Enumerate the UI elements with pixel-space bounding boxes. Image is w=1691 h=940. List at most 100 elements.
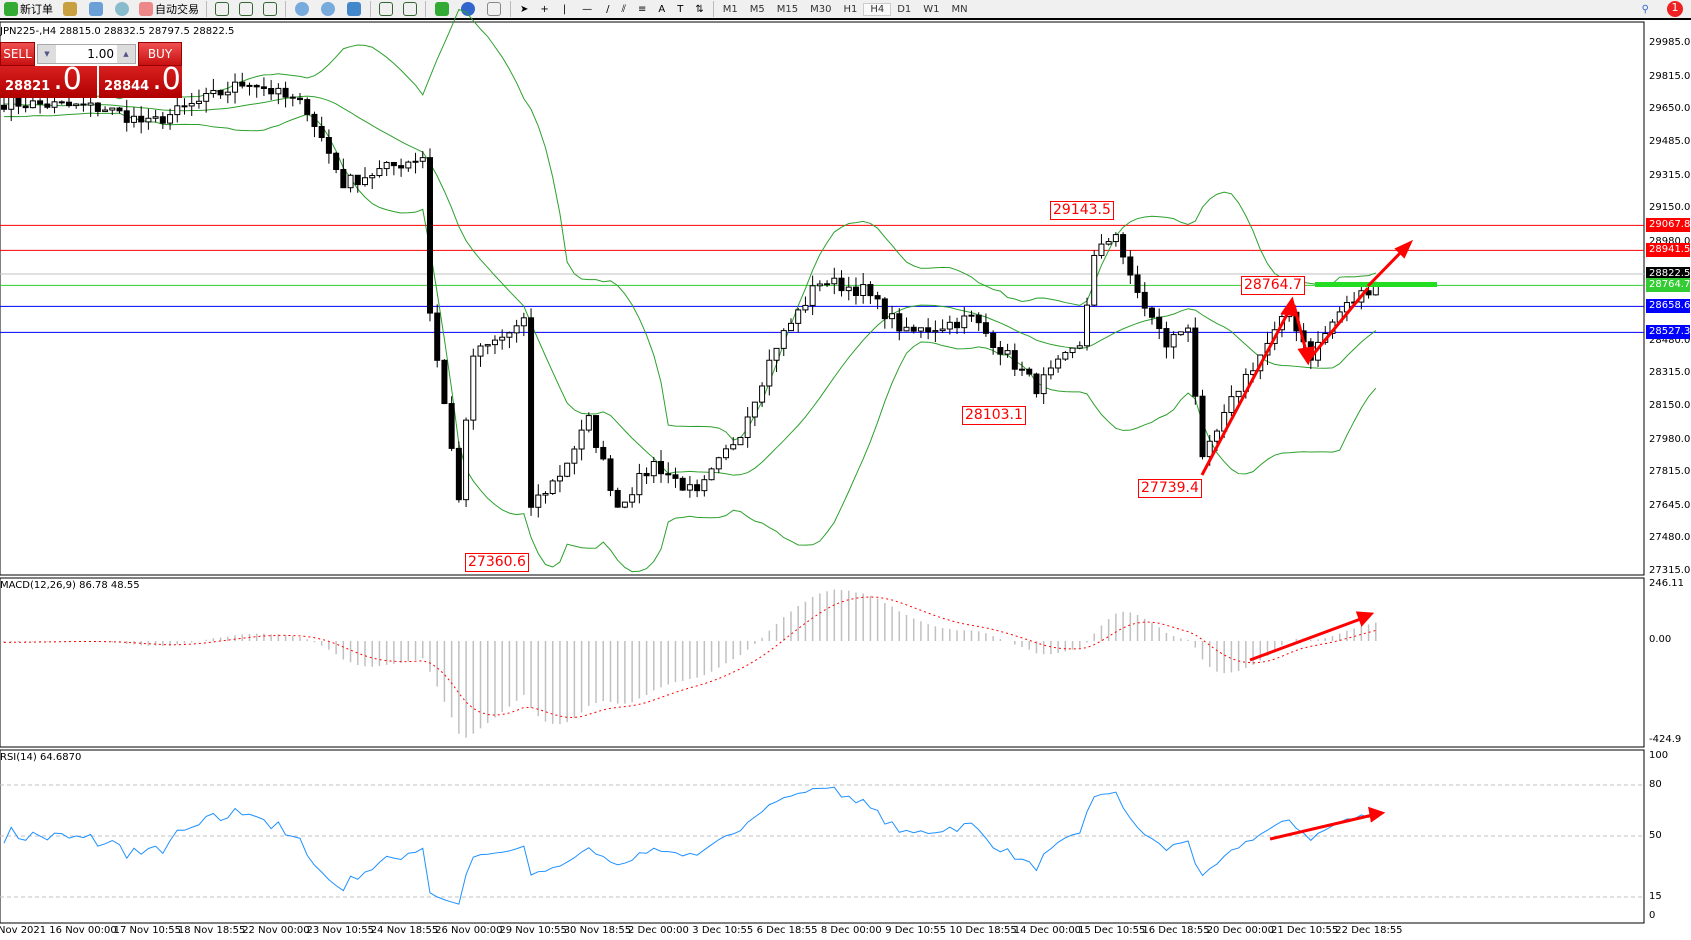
rsi-axis-100: 100 <box>1649 750 1669 761</box>
horizontal-levels[interactable] <box>0 224 1644 333</box>
sell-button[interactable]: SELL <box>0 42 35 66</box>
candle-body <box>816 283 823 287</box>
signals-icon[interactable] <box>115 2 129 16</box>
periods-icon[interactable] <box>461 2 475 16</box>
separator <box>206 1 207 17</box>
annotations[interactable] <box>1200 239 1437 841</box>
price-label: 27739.4 <box>1138 479 1202 498</box>
price-axis-label: 27315.0 <box>1649 565 1691 577</box>
toolbar: 新订单 自动交易 ➤ + | — / ⫽ ≡ A T ⇅ M1 M5 M15 M… <box>0 0 1691 20</box>
bar-chart-icon[interactable] <box>215 2 229 16</box>
text-icon[interactable]: A <box>658 3 666 15</box>
time-axis-label: Nov 2021 <box>0 925 47 936</box>
candle-body <box>275 87 282 95</box>
rsi-title: RSI(14) 64.6870 <box>0 752 82 763</box>
time-axis-label: 8 Dec 00:00 <box>820 925 882 936</box>
separator <box>425 1 426 17</box>
candle-body <box>701 479 708 492</box>
candle-body <box>910 326 917 332</box>
candle-body <box>203 93 210 102</box>
timeframe-m1[interactable]: M1 <box>722 3 738 15</box>
price-axis-label: 28315.0 <box>1649 367 1691 379</box>
terminal-icon[interactable] <box>89 2 103 16</box>
auto-trade-icon <box>139 2 153 16</box>
vertical-line-icon[interactable]: | <box>562 3 567 15</box>
candle-chart-icon[interactable] <box>239 2 253 16</box>
time-axis-label: 16 Nov 00:00 <box>49 925 117 936</box>
candle-body <box>398 165 405 169</box>
timeframe-mn[interactable]: MN <box>951 3 968 15</box>
candle-body <box>744 416 751 438</box>
candle-body <box>556 475 563 482</box>
candle-body <box>1112 234 1119 243</box>
candle-body <box>152 116 159 119</box>
auto-scroll-icon[interactable] <box>379 2 393 16</box>
line-chart-icon[interactable] <box>263 2 277 16</box>
candle-body <box>708 468 715 481</box>
price-axis-label: 27815.0 <box>1649 466 1691 478</box>
candle-body <box>318 125 325 139</box>
candle-body <box>376 168 383 177</box>
arrow-up-1 <box>1200 304 1294 476</box>
time-axis-label: 17 Nov 10:55 <box>113 925 182 936</box>
sell-price[interactable]: 28821.0 <box>0 65 97 98</box>
templates-icon[interactable] <box>487 2 501 16</box>
candle-body <box>174 105 181 116</box>
timeframe-h1[interactable]: H1 <box>843 3 858 15</box>
search-icon[interactable]: ⚲ <box>1641 3 1649 15</box>
candle-body <box>239 81 246 87</box>
notifications-icon[interactable]: 1 <box>1667 1 1683 17</box>
timeframe-d1[interactable]: D1 <box>897 3 912 15</box>
candle-body <box>253 84 260 88</box>
candle-body <box>354 174 361 186</box>
time-axis-label: 14 Dec 00:00 <box>1013 925 1082 936</box>
lot-increase-button[interactable]: ▲ <box>117 45 135 63</box>
zoom-in-icon[interactable] <box>295 2 309 16</box>
indicators-icon[interactable] <box>435 2 449 16</box>
candle-body <box>44 103 51 108</box>
candle-body <box>946 321 953 330</box>
timeframe-m15[interactable]: M15 <box>776 3 799 15</box>
candle-body <box>434 312 441 361</box>
crosshair-icon[interactable]: + <box>540 3 549 15</box>
candle-body <box>390 161 397 167</box>
new-order-button[interactable]: 新订单 <box>0 0 57 18</box>
rsi-axis-15: 15 <box>1649 891 1662 902</box>
chart-shift-icon[interactable] <box>403 2 417 16</box>
arrowhead <box>1297 346 1316 366</box>
horizontal-line-icon[interactable]: — <box>582 3 593 15</box>
candle-body <box>694 484 701 492</box>
candle-body <box>1047 367 1054 376</box>
text-label-icon[interactable]: T <box>677 3 684 15</box>
tile-windows-icon[interactable] <box>347 2 361 16</box>
lot-size-value[interactable]: 1.00 <box>87 47 114 61</box>
candle-body <box>1148 307 1155 318</box>
candle-body <box>195 100 202 104</box>
arrows-icon[interactable]: ⇅ <box>695 3 704 15</box>
timeframe-h4[interactable]: H4 <box>863 2 892 16</box>
trendline-icon[interactable]: / <box>606 3 610 15</box>
lot-decrease-button[interactable]: ▼ <box>38 45 56 63</box>
buy-button[interactable]: BUY <box>138 42 182 66</box>
time-axis-label: 2 Dec 00:00 <box>628 925 689 936</box>
rsi-axis-50: 50 <box>1649 830 1662 841</box>
candle-body <box>441 359 448 405</box>
rsi-axis-0: 0 <box>1649 910 1656 921</box>
zoom-out-icon[interactable] <box>321 2 335 16</box>
lot-size-field[interactable]: ▼ 1.00 ▲ <box>37 44 136 64</box>
history-icon[interactable] <box>63 2 77 16</box>
fibonacci-icon[interactable]: ≡ <box>638 3 647 15</box>
timeframe-m5[interactable]: M5 <box>749 3 765 15</box>
candle-body <box>188 102 195 107</box>
channel-icon[interactable]: ⫽ <box>621 3 626 15</box>
buy-price[interactable]: 28844.0 <box>99 65 182 98</box>
candle-body <box>1228 396 1235 413</box>
candle-body <box>1235 390 1242 398</box>
candle-body <box>658 461 665 475</box>
timeframe-m30[interactable]: M30 <box>810 3 832 15</box>
candle-body <box>506 332 513 338</box>
auto-trade-button[interactable]: 自动交易 <box>135 0 203 18</box>
cursor-icon[interactable]: ➤ <box>520 3 529 15</box>
timeframe-w1[interactable]: W1 <box>923 3 940 15</box>
